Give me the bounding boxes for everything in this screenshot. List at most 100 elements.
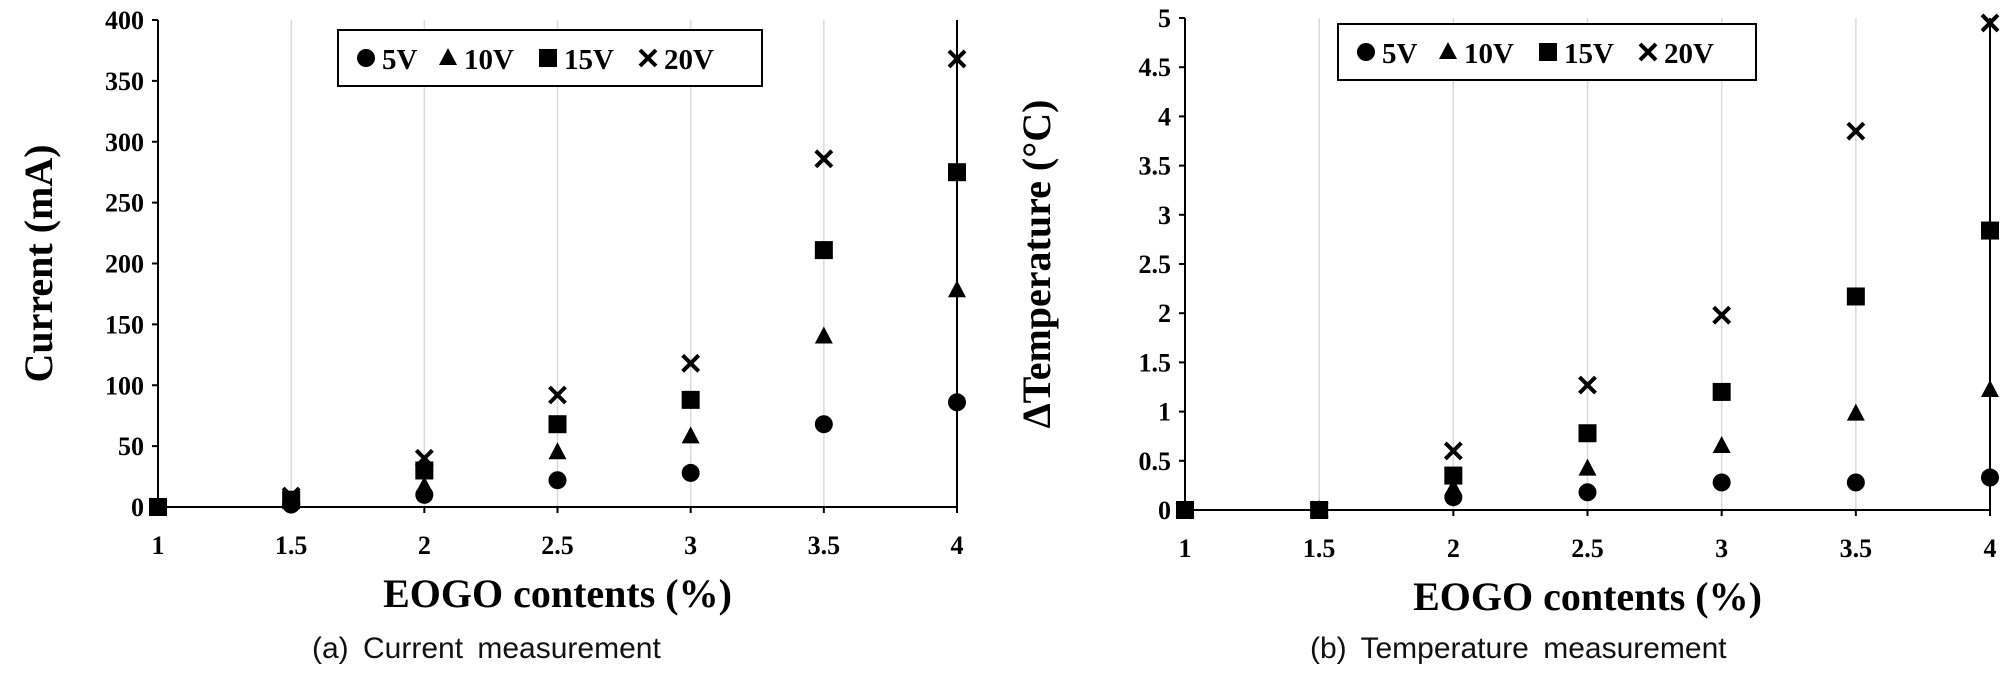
temperature-x-tick-label: 1.5 [1303, 534, 1336, 563]
temperature-y-tick-label: 4 [1158, 102, 1171, 131]
temperature-legend-label-20V: 20V [1664, 38, 1714, 70]
temperature-x-tick-label: 2.5 [1571, 534, 1604, 563]
current-legend-marker-20V [638, 48, 658, 68]
current-point-20V [148, 497, 168, 517]
temperature-x-tick-label: 2 [1447, 534, 1460, 563]
current-point-15V [415, 461, 434, 480]
current-x-axis-title: EOGO contents (%) [383, 571, 732, 616]
temperature-x-axis-title: EOGO contents (%) [1413, 574, 1762, 619]
current-y-tick-label: 300 [105, 128, 144, 157]
temperature-chart-caption: (b) Temperature measurement [1310, 632, 1727, 665]
current-legend-marker-5V [357, 49, 375, 67]
temperature-series-20V [1175, 13, 2000, 520]
current-point-5V [948, 393, 966, 412]
current-point-5V [548, 471, 567, 490]
current-point-20V [681, 353, 701, 373]
current-point-5V [681, 463, 700, 482]
current-legend-label-20V: 20V [664, 44, 714, 76]
current-x-tick-label: 1 [152, 531, 165, 560]
temperature-x-tick-label: 3.5 [1840, 534, 1873, 563]
temperature-point-20V [1712, 305, 1732, 325]
current-chart-caption: (a) Current measurement [312, 632, 661, 665]
temperature-legend-label-5V: 5V [1382, 38, 1418, 70]
current-point-20V [548, 385, 567, 405]
temperature-point-15V [1444, 466, 1463, 485]
current-legend: 5V 10V 15V 20V [337, 29, 763, 87]
temperature-legend-label-10V: 10V [1464, 38, 1514, 70]
current-y-tick-label: 400 [105, 6, 144, 35]
temperature-chart-panel: 1 1.5 2 2.5 3 3.5 4 0 0.5 1 1.5 2 2.5 3 3.5 4 4.5 5 EOGO c… [1014, 0, 2008, 678]
current-point-15V [548, 415, 567, 434]
temperature-legend-marker-5V [1357, 43, 1375, 61]
temperature-point-5V [1578, 483, 1597, 502]
temperature-point-20V [1846, 121, 1866, 141]
temperature-y-tick-label: 2 [1158, 299, 1171, 328]
temperature-y-tick-label: 1.5 [1139, 348, 1172, 377]
current-chart-panel: 1 1.5 2 2.5 3 3.5 4 0 50 100 150 200 250 300 350 400 EOG… [16, 6, 967, 665]
temperature-chart: 1 1.5 2 2.5 3 3.5 4 0 0.5 1 1.5 2 2.5 3 3.5 4 4.5 5 EOGO c… [1014, 4, 2000, 619]
current-y-tick-label: 100 [105, 371, 144, 400]
temperature-point-15V [1712, 382, 1731, 401]
current-point-10V [548, 442, 567, 460]
temperature-point-10V [1444, 478, 1463, 496]
current-point-15V [814, 241, 833, 260]
temperature-y-tick-label: 3 [1158, 201, 1171, 230]
current-y-tick-label: 0 [131, 493, 144, 522]
current-x-tick-label: 3 [684, 531, 697, 560]
temperature-y-axis-title: ΔTemperature (°C) [1020, 100, 1059, 429]
temperature-y-tick-label: 1 [1158, 398, 1171, 427]
current-legend-label-10V: 10V [464, 44, 514, 76]
temperature-y-tick-label: 3.5 [1139, 152, 1172, 181]
current-y-tick-label: 350 [105, 67, 144, 96]
current-y-axis-title: Current (mA) [16, 144, 61, 382]
temperature-point-20V [1175, 500, 1195, 520]
current-point-15V [681, 390, 700, 409]
current-point-15V [948, 163, 966, 182]
current-y-tick-label: 50 [118, 432, 144, 461]
current-x-tick-label: 2.5 [541, 531, 574, 560]
current-x-tick-label: 3.5 [808, 531, 841, 560]
temperature-y-tick-label: 5 [1158, 4, 1171, 33]
current-x-tick-label: 4 [951, 531, 964, 560]
current-point-15V [282, 490, 301, 509]
current-legend-marker-15V [539, 49, 557, 67]
temperature-y-tick-label: 0 [1158, 496, 1171, 525]
current-legend-marker-10V [439, 48, 457, 65]
temperature-point-10V [1981, 379, 1999, 397]
temperature-legend: 5V 10V 15V 20V [1337, 23, 1757, 81]
temperature-x-tick-label: 1 [1179, 534, 1192, 563]
current-y-tick-label: 200 [105, 250, 144, 279]
temperature-x-tick-label: 3 [1715, 534, 1728, 563]
temperature-point-10V [1846, 403, 1865, 421]
temperature-point-5V [1846, 473, 1865, 492]
current-point-10V [948, 280, 966, 298]
temperature-point-15V [1981, 221, 1999, 240]
current-y-tick-label: 150 [105, 310, 144, 339]
temperature-point-5V [1712, 473, 1731, 492]
temperature-point-20V [1443, 441, 1463, 461]
temperature-point-20V [1980, 13, 2000, 33]
temperature-point-20V [1578, 375, 1597, 395]
temperature-point-15V [1846, 287, 1865, 306]
temperature-point-10V [1578, 458, 1597, 476]
current-point-10V [681, 426, 700, 444]
temperature-point-5V [1981, 468, 1999, 487]
current-point-20V [947, 49, 967, 69]
current-point-20V [414, 448, 434, 468]
temperature-legend-marker-10V [1439, 42, 1457, 59]
temperature-y-tick-label: 4.5 [1139, 53, 1172, 82]
temperature-y-tick-label: 0.5 [1139, 447, 1172, 476]
temperature-x-tick-label: 4 [1984, 534, 1997, 563]
temperature-legend-marker-15V [1539, 43, 1557, 61]
current-point-10V [415, 476, 434, 494]
current-point-10V [814, 326, 833, 344]
current-y-tick-label: 250 [105, 189, 144, 218]
current-point-20V [281, 486, 301, 506]
temperature-point-15V [1578, 424, 1597, 443]
current-series-20V [148, 49, 967, 517]
temperature-point-10V [1712, 436, 1731, 454]
temperature-legend-label-15V: 15V [1564, 38, 1614, 70]
current-legend-label-5V: 5V [382, 44, 418, 76]
current-x-tick-label: 1.5 [275, 531, 308, 560]
temperature-y-tick-label: 2.5 [1139, 250, 1172, 279]
